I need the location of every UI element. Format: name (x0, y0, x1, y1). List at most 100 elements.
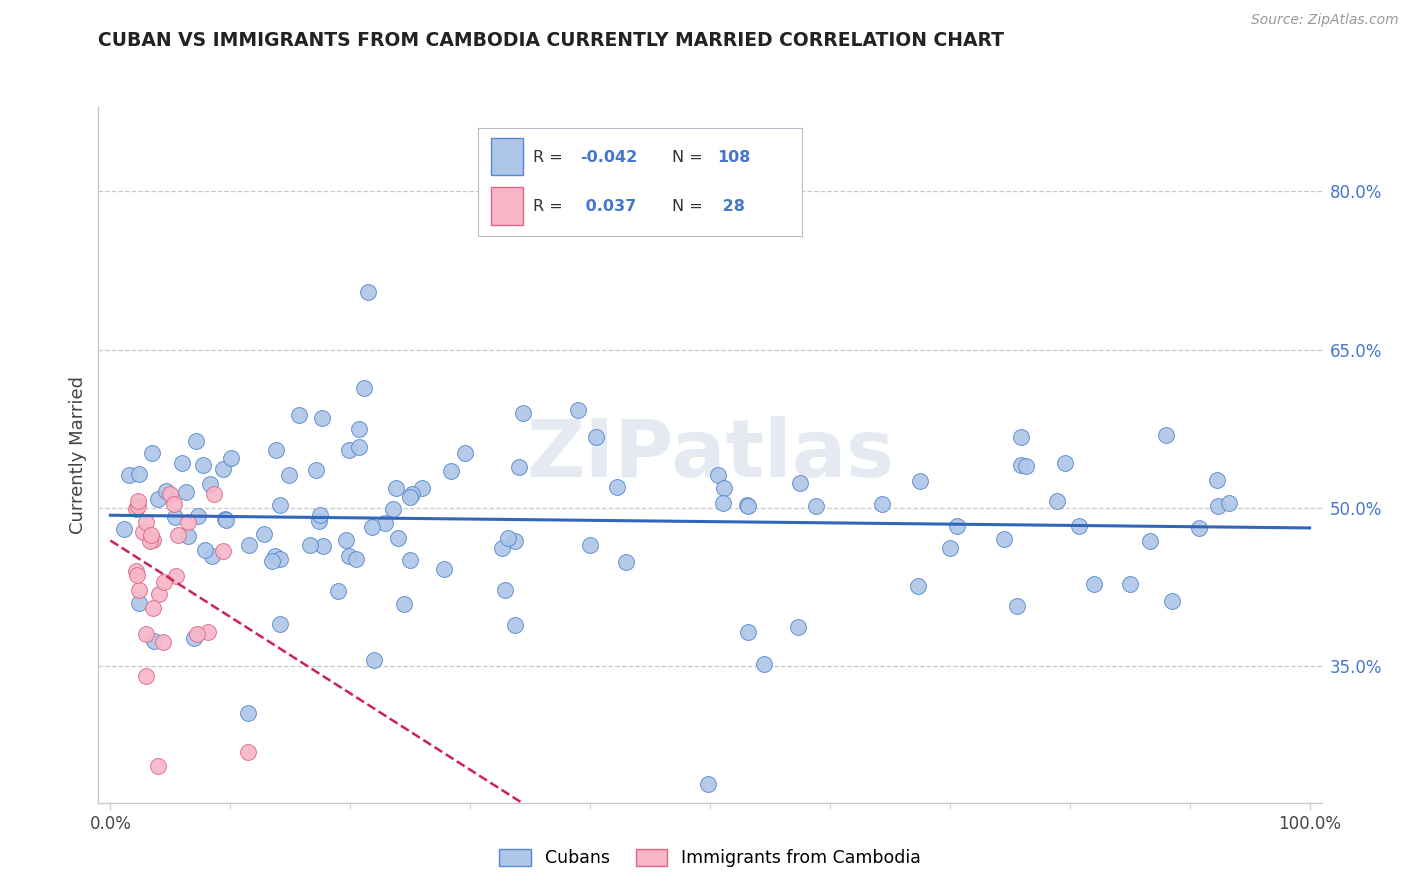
Point (269, 498, 291, 512)
Point (737, 498, 759, 512)
Point (496, 531, 519, 545)
Point (174, 485, 197, 500)
Point (148, 587, 170, 601)
Point (186, 626, 208, 640)
Point (170, 456, 193, 470)
Point (399, 553, 422, 567)
Y-axis label: Currently Married: Currently Married (69, 376, 87, 534)
Point (128, 582, 150, 597)
Point (163, 509, 186, 524)
Point (299, 538, 322, 552)
Point (1010, 458, 1032, 473)
Point (363, 653, 385, 667)
Point (1187, 521, 1209, 535)
Point (165, 569, 187, 583)
Point (440, 464, 463, 478)
Point (939, 541, 962, 555)
Point (347, 440, 370, 454)
Point (1046, 494, 1069, 508)
Point (737, 625, 759, 640)
Point (305, 462, 328, 476)
Point (399, 490, 422, 504)
Point (128, 597, 150, 611)
Point (401, 487, 423, 501)
Point (908, 475, 931, 489)
Point (253, 527, 276, 541)
Text: Source: ZipAtlas.com: Source: ZipAtlas.com (1251, 13, 1399, 28)
Point (132, 524, 155, 539)
Point (269, 552, 291, 566)
Point (184, 434, 207, 448)
Point (264, 549, 287, 563)
Point (143, 633, 166, 648)
Point (491, 541, 513, 556)
Point (308, 514, 330, 528)
Point (503, 617, 526, 632)
Point (907, 578, 929, 592)
Point (357, 285, 380, 299)
Point (142, 533, 165, 548)
Point (260, 553, 283, 567)
Point (804, 499, 827, 513)
Point (374, 516, 396, 531)
Point (238, 538, 260, 552)
Point (1010, 430, 1032, 444)
Point (198, 477, 221, 491)
Point (512, 406, 534, 420)
Point (1139, 533, 1161, 548)
Point (197, 624, 219, 639)
Point (614, 555, 637, 569)
Point (508, 459, 530, 474)
Point (337, 549, 360, 563)
Point (1154, 427, 1177, 442)
Point (433, 562, 456, 576)
Point (166, 527, 188, 541)
Point (269, 616, 291, 631)
Point (159, 486, 181, 500)
Point (387, 532, 409, 546)
Point (128, 467, 150, 482)
Point (1054, 456, 1077, 470)
Point (494, 583, 516, 598)
Point (238, 706, 260, 721)
Point (155, 484, 177, 499)
Point (567, 403, 589, 417)
Point (219, 451, 242, 466)
Point (238, 745, 260, 759)
Point (1005, 599, 1028, 614)
Point (385, 482, 408, 496)
Point (127, 568, 149, 582)
Point (713, 481, 735, 495)
Point (993, 532, 1015, 546)
Point (1218, 496, 1240, 510)
Point (754, 657, 776, 671)
Point (148, 759, 170, 773)
Point (353, 381, 375, 395)
Legend: Cubans, Immigrants from Cambodia: Cubans, Immigrants from Cambodia (492, 842, 928, 874)
Point (212, 544, 235, 558)
Point (135, 516, 157, 530)
Point (787, 619, 810, 633)
Point (118, 467, 141, 482)
Point (1161, 594, 1184, 608)
Point (214, 512, 236, 526)
Point (1119, 576, 1142, 591)
Point (183, 631, 205, 645)
Point (946, 519, 969, 533)
Point (1083, 576, 1105, 591)
Point (579, 538, 602, 552)
Point (148, 491, 170, 506)
Point (138, 534, 160, 549)
Point (177, 528, 200, 542)
Point (1015, 458, 1038, 473)
Point (193, 458, 215, 472)
Point (141, 528, 163, 542)
Point (347, 422, 370, 436)
Point (335, 533, 357, 548)
Point (311, 410, 333, 425)
Point (200, 549, 222, 564)
Point (264, 443, 287, 458)
Point (194, 543, 217, 558)
Point (1067, 518, 1090, 533)
Text: CUBAN VS IMMIGRANTS FROM CAMBODIA CURRENTLY MARRIED CORRELATION CHART: CUBAN VS IMMIGRANTS FROM CAMBODIA CURREN… (98, 31, 1004, 50)
